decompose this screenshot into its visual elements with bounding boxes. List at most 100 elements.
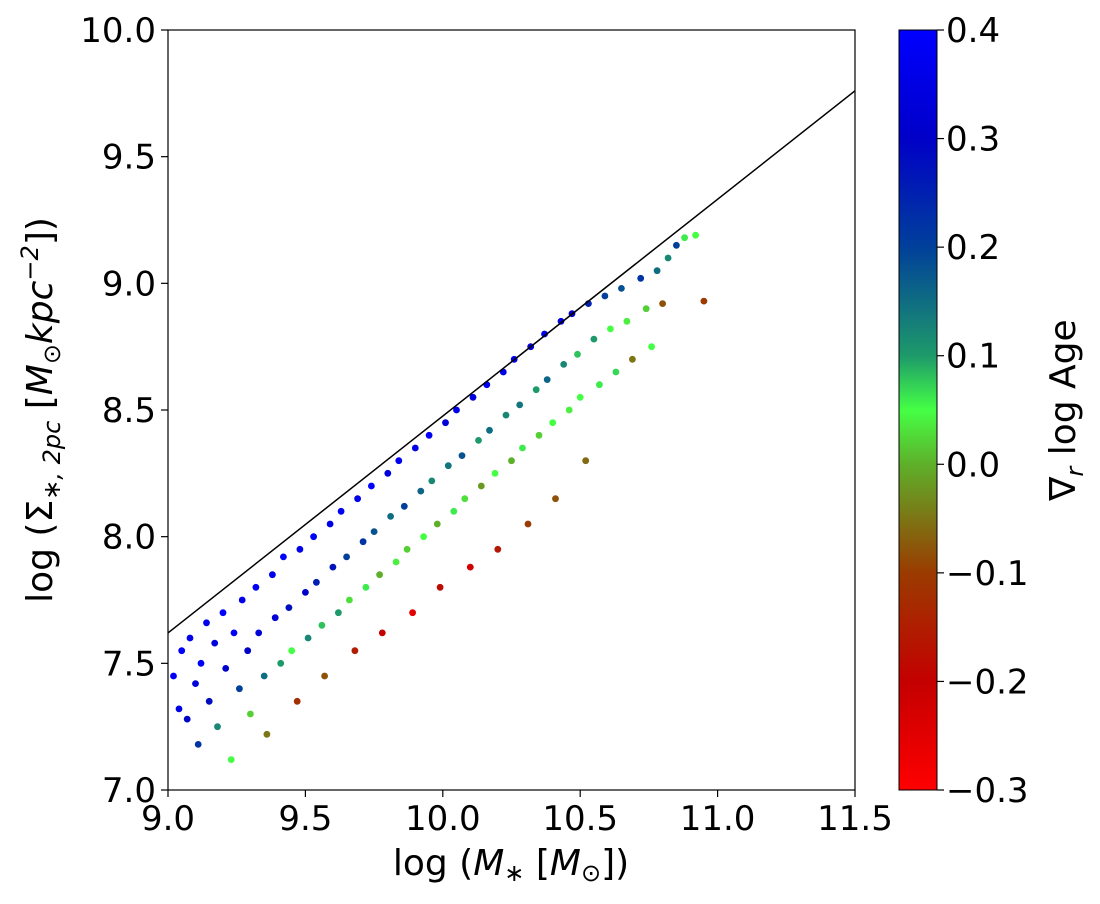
data-point (387, 513, 394, 520)
data-point (692, 231, 699, 239)
data-point (574, 350, 581, 358)
data-point (491, 469, 499, 477)
data-point (612, 368, 620, 376)
y-tick-label: 8.5 (102, 391, 156, 431)
data-point (252, 583, 260, 591)
data-point (618, 285, 625, 292)
data-point (354, 495, 361, 503)
data-point (532, 386, 540, 394)
data-point (392, 558, 400, 566)
data-point (230, 629, 238, 637)
data-point (601, 292, 609, 300)
data-point (197, 659, 205, 667)
data-point (535, 431, 543, 439)
data-point (219, 609, 227, 617)
y-tick-label: 9.5 (102, 138, 156, 178)
data-point (288, 647, 296, 655)
data-point (227, 756, 235, 763)
data-point (453, 406, 460, 414)
colorbar-tick-label: 0.3 (946, 120, 1000, 160)
data-point (384, 469, 392, 477)
data-point (475, 437, 482, 444)
data-point (359, 538, 367, 546)
data-point (313, 578, 320, 586)
colorbar-tick-label: −0.3 (946, 771, 1029, 811)
data-point (549, 419, 557, 427)
plot-frame (167, 29, 856, 791)
y-axis: 7.0 7.5 8.0 8.5 9.0 9.5 10.0 (80, 11, 168, 811)
data-point (205, 697, 213, 705)
data-point (343, 553, 350, 561)
data-point (508, 457, 515, 465)
data-point (222, 665, 230, 672)
data-point (541, 330, 548, 338)
data-point (648, 343, 655, 351)
data-point (321, 672, 328, 680)
data-point (329, 563, 337, 571)
y-tick-label: 9.0 (102, 264, 156, 304)
data-point (700, 297, 708, 305)
data-point (552, 495, 559, 503)
data-point (664, 254, 672, 262)
data-point (376, 571, 383, 579)
data-point (337, 507, 345, 515)
svg-text:∇r log Age: ∇r log Age (1043, 319, 1089, 501)
data-point (318, 621, 326, 629)
data-point (244, 647, 252, 655)
data-point (170, 672, 177, 680)
data-point (192, 680, 199, 687)
data-point (186, 634, 194, 642)
data-point (277, 659, 285, 667)
data-point (417, 487, 425, 495)
data-point (238, 596, 246, 604)
colorbar-tick-label: 0.4 (946, 11, 1000, 51)
data-point (178, 647, 186, 655)
data-point (302, 589, 309, 596)
data-point (236, 685, 243, 693)
data-point (543, 376, 551, 383)
data-point (502, 411, 510, 419)
x-tick-label: 9.0 (141, 799, 195, 839)
data-point (461, 495, 469, 503)
data-point (271, 614, 279, 622)
data-point (444, 462, 452, 470)
x-axis: 9.0 9.5 10.0 10.5 11.0 11.5 (141, 790, 893, 839)
data-point (310, 533, 317, 541)
data-point (409, 609, 416, 617)
data-point (175, 705, 183, 713)
data-point (642, 305, 650, 313)
data-point (346, 596, 353, 604)
x-tick-label: 11.0 (680, 799, 756, 839)
data-point (362, 583, 370, 591)
data-point (442, 419, 449, 427)
data-point (450, 507, 458, 515)
x-tick-label: 11.5 (817, 799, 893, 839)
data-point (370, 528, 378, 535)
data-point (326, 520, 334, 528)
data-point (183, 715, 191, 723)
data-point (436, 583, 444, 591)
data-point (607, 325, 614, 333)
data-point (477, 482, 485, 490)
data-point (255, 629, 263, 637)
data-point (494, 545, 502, 553)
y-tick-label: 10.0 (80, 11, 156, 51)
data-point (469, 393, 477, 401)
data-point (557, 317, 565, 325)
data-point (194, 741, 202, 748)
x-tick-label: 10.0 (405, 799, 481, 839)
data-point (335, 609, 342, 617)
data-point (280, 553, 287, 561)
data-point (263, 730, 271, 738)
data-point (428, 477, 436, 485)
data-point (395, 457, 403, 465)
data-point (403, 545, 411, 553)
data-point (247, 710, 254, 718)
data-point (400, 502, 408, 510)
data-point (203, 619, 210, 627)
data-point (368, 482, 375, 490)
colorbar (898, 29, 938, 791)
colorbar-tick-label: 0.0 (946, 445, 1000, 485)
data-point (466, 563, 474, 571)
data-point (582, 457, 590, 465)
